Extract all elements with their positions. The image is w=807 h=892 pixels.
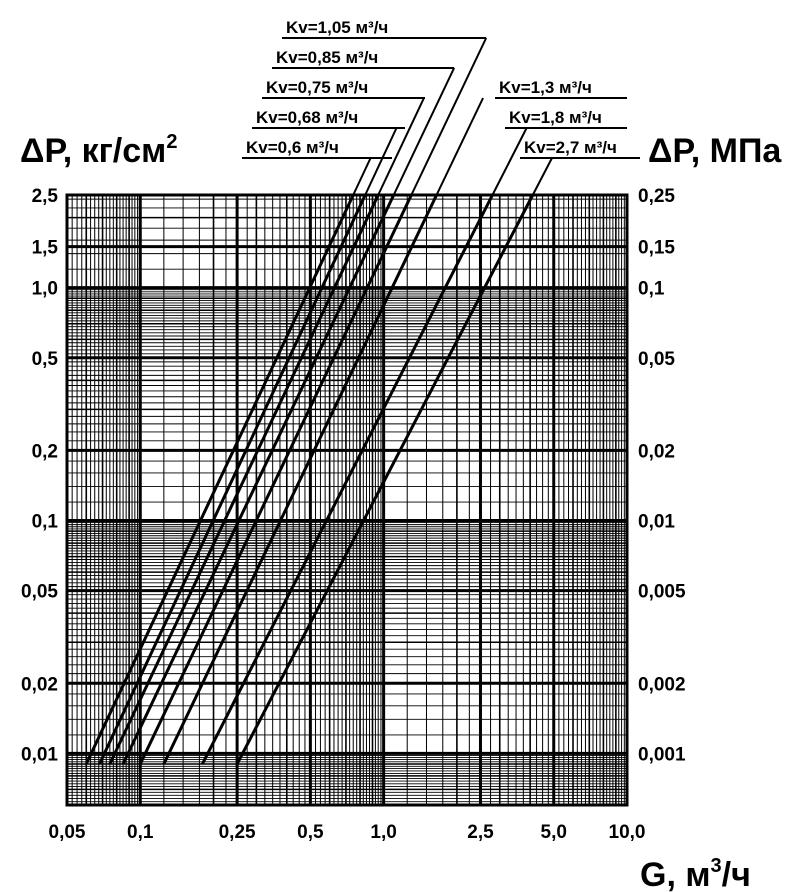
series-line <box>162 194 438 765</box>
y-right-tick-label: 0,02 <box>638 441 675 462</box>
x-tick-label: 0,05 <box>49 822 86 843</box>
series-label: Kv=0,6 м³/ч <box>246 138 339 157</box>
x-tick-label: 10,0 <box>609 822 646 843</box>
leader-line <box>392 67 456 196</box>
y-left-tick-label: 1,0 <box>32 279 58 300</box>
y-right-tick-label: 0,1 <box>638 279 665 300</box>
x-tick-label: 1,0 <box>370 822 396 843</box>
x-tick-label: 0,1 <box>127 822 154 843</box>
series-label: Kv=1,3 м³/ч <box>499 78 592 97</box>
y-left-tick-label: 0,5 <box>32 349 59 370</box>
y-right-tick-label: 0,01 <box>638 512 675 533</box>
y-right-tick-label: 0,002 <box>638 674 686 695</box>
y-right-tick-label: 0,001 <box>638 744 686 765</box>
minor-gridlines <box>66 195 628 806</box>
leader-line <box>410 37 488 196</box>
y-left-tick-label: 1,5 <box>32 238 59 259</box>
y-right-tick-label: 0,25 <box>638 186 675 207</box>
leader-line <box>491 127 528 196</box>
x-tick-label: 0,25 <box>219 822 256 843</box>
x-tick-labels: 0,05 0,1 0,25 0,5 1,0 2,5 5,0 10,0 <box>49 822 646 843</box>
plot-frame <box>65 193 629 807</box>
series-label: Kv=1,05 м³/ч <box>286 18 388 37</box>
series-label: Kv=0,75 м³/ч <box>266 78 368 97</box>
y-right-tick-label: 0,005 <box>638 582 686 603</box>
y-left-tick-label: 0,01 <box>21 744 58 765</box>
series-line <box>98 194 367 765</box>
y-left-tick-label: 0,05 <box>21 582 58 603</box>
series-line <box>138 194 413 765</box>
series-line <box>121 194 396 765</box>
series-label: Kv=0,85 м³/ч <box>276 48 378 67</box>
series-lines <box>84 194 535 765</box>
major-gridlines <box>65 193 629 805</box>
left-axis-title: ΔP, кг/см2 <box>20 131 177 170</box>
y-right-tick-label: 0,05 <box>638 349 675 370</box>
leader-line <box>531 157 553 196</box>
x-tick-label: 0,5 <box>297 822 324 843</box>
x-axis-title: G, м3/ч <box>640 855 751 892</box>
series-labels: Kv=0,6 м³/ч Kv=0,68 м³/ч Kv=0,75 м³/ч Kv=0,… <box>246 18 617 157</box>
leader-line <box>364 127 398 196</box>
y-left-tick-label: 0,2 <box>32 441 58 462</box>
right-axis-title: ΔP, МПа <box>648 132 782 170</box>
legend-leader-lines <box>242 37 640 196</box>
leader-line <box>352 157 372 196</box>
series-line <box>235 194 535 765</box>
series-line <box>84 194 355 765</box>
right-tick-labels: 0,25 0,15 0,1 0,05 0,02 0,01 0,005 0,002 0,001 <box>638 186 686 765</box>
leader-line <box>435 97 484 196</box>
series-label: Kv=1,8 м³/ч <box>509 108 602 127</box>
series-line <box>108 194 380 765</box>
series-line <box>201 194 494 765</box>
x-tick-label: 5,0 <box>541 822 567 843</box>
series-label: Kv=0,68 м³/ч <box>256 108 358 127</box>
y-left-tick-label: 2,5 <box>32 186 59 207</box>
leader-line <box>377 97 425 196</box>
y-left-tick-label: 0,1 <box>32 512 59 533</box>
y-left-tick-label: 0,02 <box>21 674 58 695</box>
x-tick-label: 2,5 <box>467 822 494 843</box>
left-tick-labels: 2,5 1,5 1,0 0,5 0,2 0,1 0,05 0,02 0,01 <box>21 186 58 765</box>
series-label: Kv=2,7 м³/ч <box>524 138 617 157</box>
y-right-tick-label: 0,15 <box>638 238 675 259</box>
